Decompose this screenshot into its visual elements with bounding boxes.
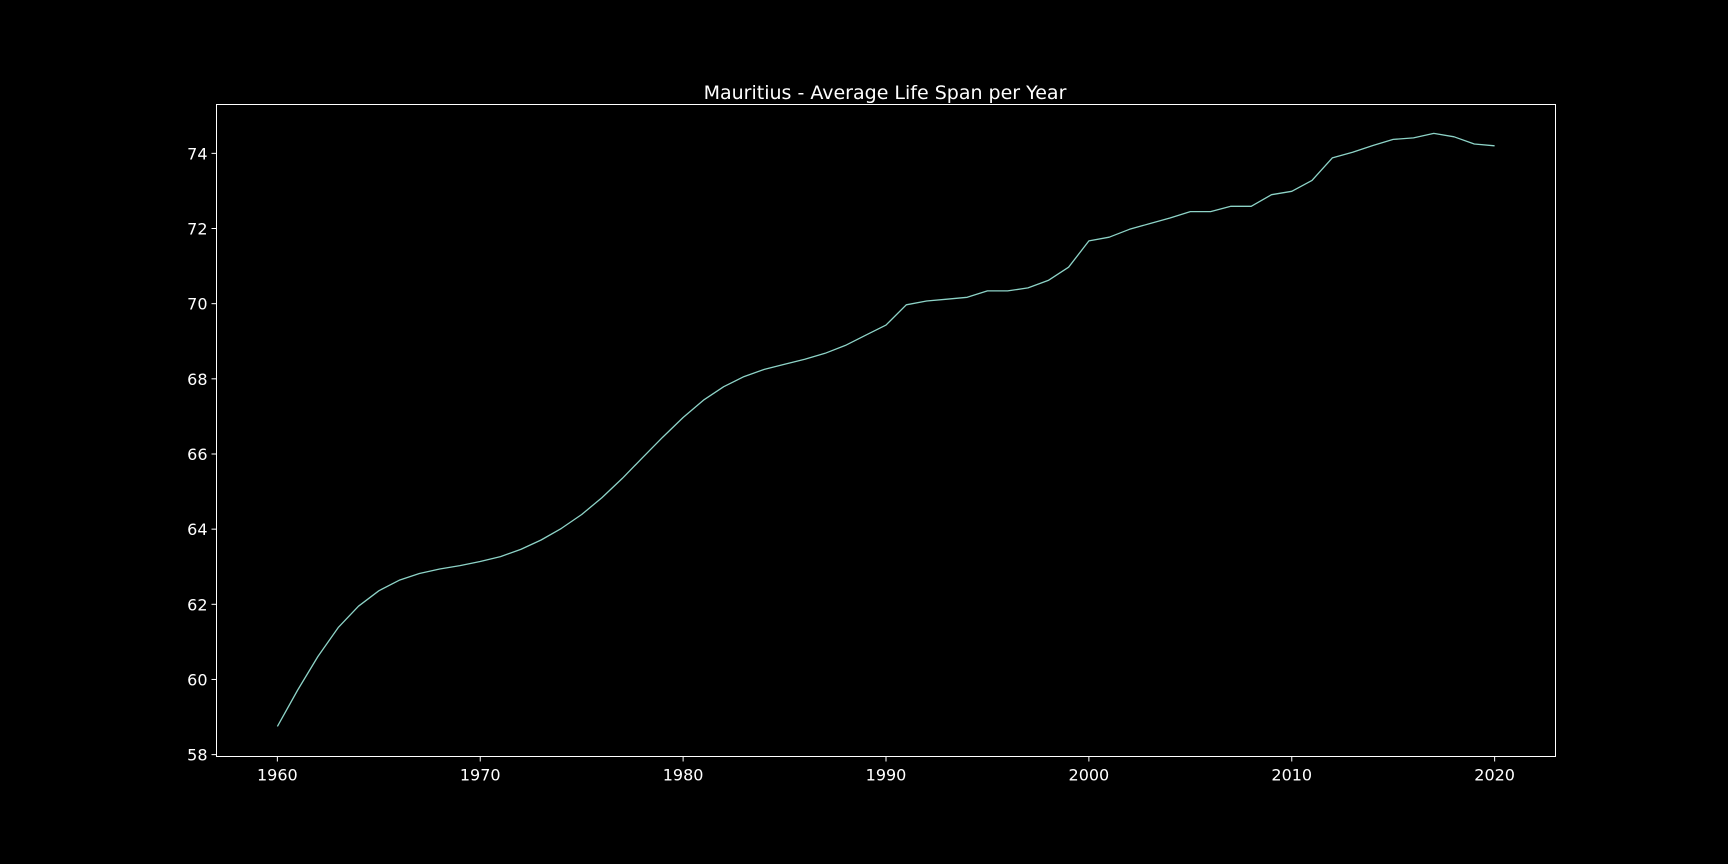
plot-area: 1960 1970 1980 1990 2000 2010 2020 58 60 62 64 66 68… xyxy=(187,104,1556,785)
y-tick-label: 70 xyxy=(187,295,207,314)
x-tick-label: 2020 xyxy=(1474,766,1515,785)
y-tick-label: 74 xyxy=(187,144,207,163)
x-tick-label: 1970 xyxy=(460,766,501,785)
y-tick-label: 58 xyxy=(187,746,207,765)
chart-title: Mauritius - Average Life Span per Year xyxy=(704,82,1067,104)
y-tick-label: 72 xyxy=(187,220,207,239)
y-tick-label: 60 xyxy=(187,670,207,689)
y-tick-label: 66 xyxy=(187,445,207,464)
y-tick-label: 62 xyxy=(187,595,207,614)
x-tick-label: 1990 xyxy=(866,766,907,785)
series-line xyxy=(276,132,1495,727)
x-tick-label: 1980 xyxy=(663,766,704,785)
y-tick-label: 64 xyxy=(187,520,207,539)
y-tick-label: 68 xyxy=(187,370,207,389)
x-tick-label: 2000 xyxy=(1069,766,1110,785)
x-tick-label: 2010 xyxy=(1271,766,1312,785)
x-tick-label: 1960 xyxy=(257,766,298,785)
